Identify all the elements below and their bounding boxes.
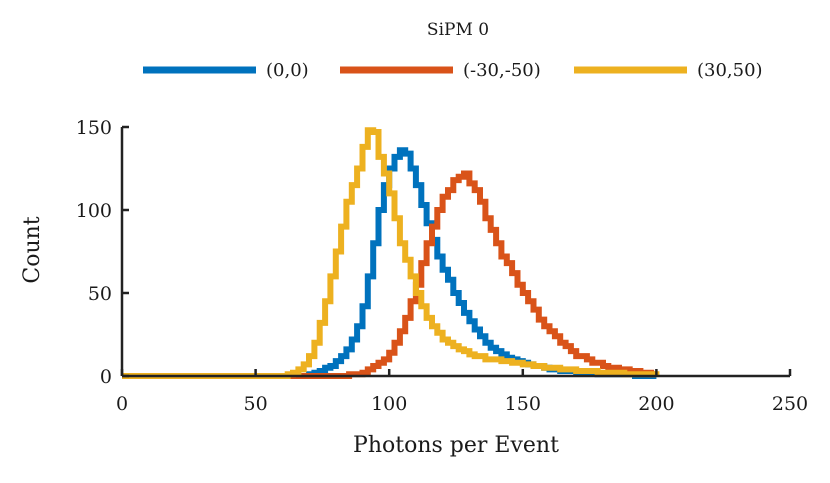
- legend-label-1: (-30,-50): [463, 60, 541, 81]
- y-tick-label: 100: [76, 200, 112, 222]
- x-tick-label: 100: [371, 393, 407, 415]
- x-tick-label: 200: [638, 393, 674, 415]
- series-line-1: [122, 170, 657, 379]
- y-tick-label: 50: [88, 283, 112, 305]
- x-tick-label: 0: [116, 393, 128, 415]
- legend: (0,0) (-30,-50) (30,50): [143, 60, 763, 81]
- plot-series: [122, 127, 660, 379]
- x-tick-label: 150: [505, 393, 541, 415]
- x-tick-label: 50: [244, 393, 268, 415]
- chart-title: SiPM 0: [427, 20, 489, 40]
- y-tick-label: 0: [100, 366, 112, 388]
- series-line-2: [122, 127, 660, 379]
- legend-label-0: (0,0): [266, 60, 309, 81]
- y-tick-label: 150: [76, 117, 112, 139]
- legend-label-2: (30,50): [697, 60, 763, 81]
- x-axis-label: Photons per Event: [353, 433, 559, 458]
- x-tick-label: 250: [772, 393, 808, 415]
- axes: 0 50 100 150 200 250 0 50 100 150: [76, 117, 808, 415]
- y-axis-label: Count: [20, 216, 45, 283]
